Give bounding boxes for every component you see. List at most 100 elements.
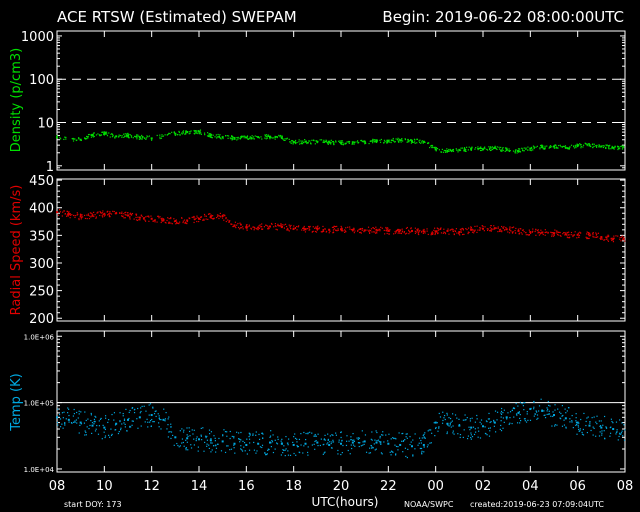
speed-data-point <box>135 213 137 215</box>
temp-data-point <box>397 449 399 451</box>
temp-data-point <box>125 408 127 410</box>
speed-data-point <box>87 213 90 215</box>
density-data-point <box>266 136 268 138</box>
temp-data-point <box>363 443 365 445</box>
speed-data-point <box>515 227 517 230</box>
temp-data-point <box>412 454 414 456</box>
density-data-point <box>579 143 581 145</box>
temp-data-point <box>252 433 254 435</box>
density-data-point <box>86 138 88 140</box>
temp-data-point <box>623 439 626 441</box>
speed-data-point <box>433 229 435 231</box>
temp-data-point <box>329 435 331 437</box>
speed-data-point <box>510 230 512 232</box>
speed-data-point <box>559 234 561 237</box>
density-data-point <box>465 150 467 153</box>
density-data-point <box>410 139 412 141</box>
temp-data-point <box>307 454 309 456</box>
density-data-point <box>117 136 120 138</box>
speed-data-point <box>59 211 62 213</box>
density-data-point <box>514 152 516 154</box>
temp-data-point <box>612 428 615 431</box>
temp-data-point <box>458 424 461 426</box>
speed-data-point <box>193 218 195 220</box>
speed-data-point <box>547 231 549 234</box>
temp-data-point <box>565 427 567 429</box>
speed-data-point <box>586 237 588 239</box>
density-data-point <box>245 136 248 139</box>
speed-data-point <box>589 234 592 236</box>
temp-data-point <box>204 441 206 444</box>
temp-data-point <box>397 446 399 448</box>
temp-data-point <box>226 431 228 433</box>
density-data-point <box>614 146 616 149</box>
density-data-point <box>379 139 381 141</box>
speed-data-point <box>470 226 472 229</box>
speed-data-point <box>539 231 541 234</box>
speed-data-point <box>296 225 298 228</box>
speed-data-point <box>497 227 499 229</box>
density-data-point <box>517 149 520 152</box>
density-data-point <box>246 135 249 137</box>
speed-data-point <box>386 229 388 231</box>
speed-data-point <box>408 233 410 235</box>
temp-data-point <box>599 425 602 427</box>
density-data-point <box>247 138 249 140</box>
temp-data-point <box>530 407 532 410</box>
temp-data-point <box>100 417 102 420</box>
temp-data-point <box>274 439 276 441</box>
temp-data-point <box>363 440 366 443</box>
temp-data-point <box>496 419 498 421</box>
speed-data-point <box>268 227 270 230</box>
speed-data-point <box>250 227 252 229</box>
speed-data-point <box>156 221 158 223</box>
speed-data-point <box>261 228 263 230</box>
density-data-point <box>554 144 556 146</box>
temp-data-point <box>623 424 625 426</box>
density-data-point <box>460 147 462 149</box>
temp-data-point <box>471 417 473 419</box>
speed-data-point <box>97 212 99 214</box>
speed-data-point <box>600 236 603 239</box>
speed-data-point <box>345 227 347 229</box>
speed-data-point <box>454 230 456 232</box>
density-data-point <box>477 148 479 151</box>
speed-data-point <box>353 227 355 229</box>
density-data-point <box>508 150 511 152</box>
density-data-point <box>329 140 331 142</box>
temp-data-point <box>272 451 275 454</box>
speed-data-point <box>468 231 470 234</box>
speed-data-point <box>84 217 87 220</box>
density-data-point <box>495 148 497 150</box>
temp-data-point <box>524 420 526 422</box>
speed-data-point <box>167 217 169 219</box>
temp-data-point <box>109 436 111 438</box>
density-data-point <box>596 144 598 147</box>
speed-data-point <box>399 232 401 234</box>
speed-data-point <box>434 232 437 234</box>
temp-data-point <box>602 424 604 426</box>
density-data-point <box>479 147 481 149</box>
density-data-point <box>87 134 90 136</box>
temp-data-point <box>421 437 423 439</box>
speed-data-point <box>564 232 566 234</box>
temp-data-point <box>271 441 274 443</box>
density-data-point <box>598 146 600 148</box>
temp-data-point <box>240 431 242 434</box>
temp-data-point <box>536 414 539 416</box>
temp-data-point <box>277 436 279 438</box>
density-data-point <box>126 136 128 138</box>
temp-data-point <box>113 419 115 421</box>
temp-data-point <box>529 408 532 411</box>
temp-data-point <box>128 411 130 414</box>
temp-data-point <box>350 444 352 446</box>
temp-data-point <box>186 434 188 436</box>
density-data-point <box>230 137 232 140</box>
temp-data-point <box>601 434 603 436</box>
temp-data-point <box>519 401 521 404</box>
density-data-point <box>486 148 488 151</box>
speed-data-point <box>170 216 172 219</box>
speed-data-point <box>501 225 503 228</box>
density-data-point <box>435 147 437 149</box>
density-data-point <box>181 132 183 134</box>
